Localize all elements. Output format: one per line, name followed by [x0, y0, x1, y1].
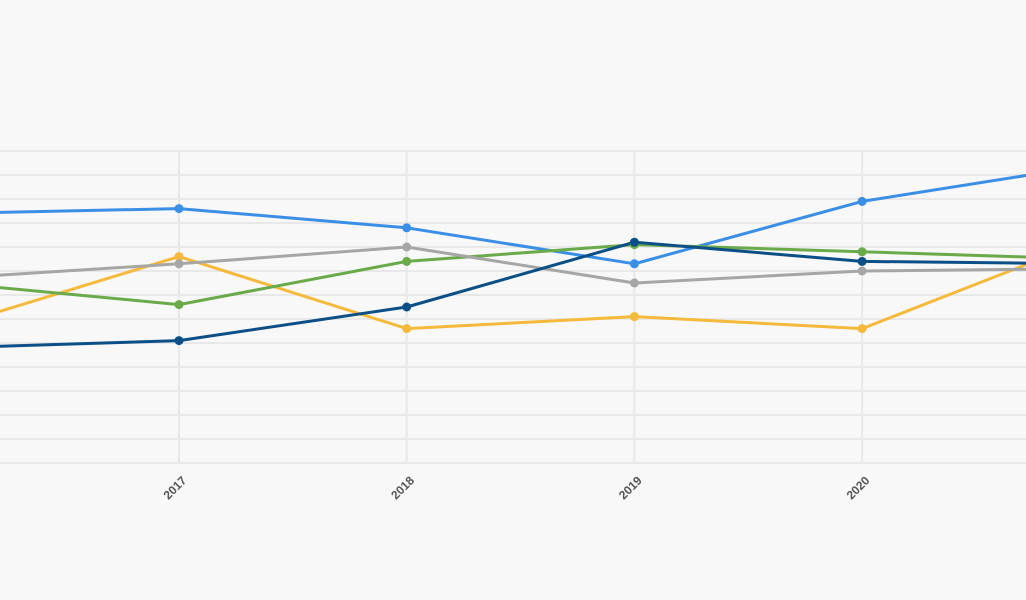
point: [174, 252, 184, 262]
point: [857, 247, 867, 257]
x-tick-label: 2017: [161, 473, 190, 502]
point: [174, 300, 184, 310]
point: [174, 336, 184, 346]
lines: [0, 173, 1026, 348]
grid: [0, 150, 1026, 464]
point: [402, 223, 412, 233]
point: [857, 266, 867, 276]
labels: 2017 2018 2019 2020: [161, 473, 873, 502]
point: [629, 237, 639, 247]
point: [174, 259, 184, 269]
x-tick-label: 2020: [844, 473, 873, 502]
point: [402, 302, 412, 312]
point: [402, 256, 412, 266]
point: [629, 259, 639, 269]
point: [857, 324, 867, 334]
point: [857, 256, 867, 266]
series-line: [0, 243, 1026, 307]
point: [402, 242, 412, 252]
x-tick-label: 2018: [388, 473, 417, 502]
series-line: [0, 245, 1026, 285]
point: [629, 278, 639, 288]
point: [174, 204, 184, 214]
point: [629, 312, 639, 322]
point: [402, 324, 412, 334]
series-line: [0, 240, 1026, 348]
x-tick-label: 2019: [616, 473, 645, 502]
series-line: [0, 173, 1026, 266]
point: [857, 196, 867, 206]
series-line: [0, 255, 1026, 331]
